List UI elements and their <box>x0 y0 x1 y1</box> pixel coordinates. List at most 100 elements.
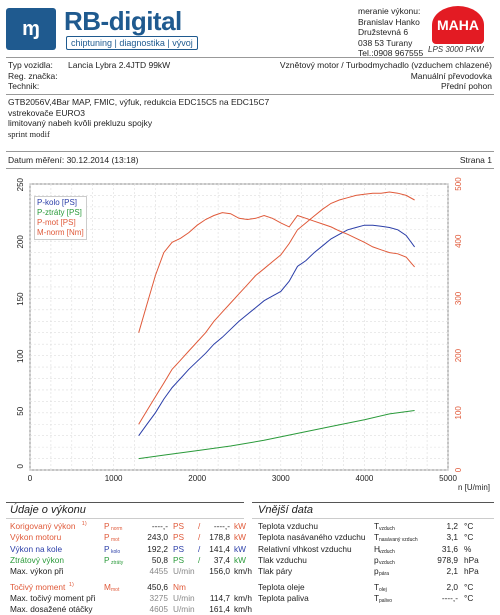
udaje-unit-1: PS <box>173 532 185 543</box>
vnejsi-unit: °C <box>464 521 474 531</box>
vnejsi-symbol-sub: vzduch <box>379 548 395 555</box>
udaje-unit-1: PS <box>173 554 185 565</box>
udaje-value-2: 178,8 <box>209 532 230 543</box>
udaje-symbol-sub: ztráty <box>111 559 124 566</box>
vnejsi-symbol-sub: olej <box>379 586 387 593</box>
meas-label: meranie výkonu: <box>358 6 421 16</box>
udaje-sup: 1) <box>81 521 87 527</box>
udaje-unit-1: U/min <box>173 566 195 577</box>
maha-logo-icon: MAHA <box>432 6 484 44</box>
udaje-symbol: M <box>104 581 111 592</box>
udaje-separator: / <box>198 554 201 565</box>
vnejsi-unit: °C <box>464 532 474 543</box>
vnejsi-title: Vnější data <box>258 504 314 516</box>
brand-name: RB-digital <box>64 6 182 36</box>
y-left-tick-label: 50 <box>16 406 25 415</box>
series-line-2 <box>138 191 415 425</box>
udaje-label: Výkon na kole <box>10 543 63 554</box>
drive-type: Přední pohon <box>440 81 492 91</box>
vnejsi-symbol: T <box>374 521 380 531</box>
udaje-value-2: 37,4 <box>213 554 230 565</box>
udaje-value-1: 3275 <box>149 592 168 603</box>
divider <box>6 57 494 58</box>
vnejsi-row: Tlak páry p pára 2,1 hPa <box>258 566 494 577</box>
y-right-tick-label: 0 <box>454 467 463 472</box>
vnejsi-value: ----,- <box>441 592 458 603</box>
legend-entry: P-kolo [PS] <box>37 198 78 207</box>
udaje-unit-1: U/min <box>173 592 195 603</box>
udaje-value-2: 156,0 <box>209 566 230 577</box>
udaje-label: Max. dosažené otáčky <box>10 604 93 615</box>
udaje-unit-2: kW <box>234 554 246 565</box>
rb-digital-logo-icon: ɱ <box>6 8 56 50</box>
vnejsi-symbol: T <box>374 581 380 592</box>
y-right-tick-label: 100 <box>454 406 463 420</box>
page-number: Strana 1 <box>459 155 492 165</box>
udaje-row: Max. dosažené otáčky 4605 U/min 161,4 km/h <box>10 604 252 615</box>
vnejsi-value: 2,1 <box>446 566 458 577</box>
vnejsi-unit: °C <box>464 581 474 592</box>
y-right-tick-label: 200 <box>454 348 463 362</box>
vnejsi-symbol-sub: nasávaný vzduch <box>379 537 418 544</box>
udaje-symbol: P <box>104 532 110 543</box>
udaje-unit-2: kW <box>234 521 246 531</box>
vnejsi-label: Teplota vzduchu <box>258 521 318 531</box>
udaje-value-2: 161,4 <box>209 604 230 615</box>
x-tick-label: 3000 <box>272 474 290 483</box>
vnejsi-symbol-sub: pára <box>379 571 390 578</box>
vnejsi-symbol-sub: palivo <box>379 597 393 604</box>
y-left-tick-label: 100 <box>16 349 25 363</box>
tech-label: Technik: <box>8 81 40 91</box>
meas-line: 038 53 Turany <box>358 37 413 48</box>
udaje-label: Výkon motoru <box>10 532 62 543</box>
lps-label: LPS 3000 PKW <box>428 45 484 54</box>
y-left-tick-label: 150 <box>16 292 25 306</box>
section-rule <box>252 518 494 519</box>
x-axis-label: n [U/min] <box>458 483 490 492</box>
vnejsi-label: Tlak páry <box>258 566 293 577</box>
vehicle-type-value: Lancia Lybra 2.4JTD 99kW <box>68 60 171 70</box>
vnejsi-row: Tlak vzduchu p vzduch 978,9 hPa <box>258 555 494 566</box>
note-line: sprint modif <box>8 128 50 139</box>
vehicle-labels: Typ vozidla: Reg. značka: Technik: <box>8 60 58 92</box>
power-torque-chart: 0 1000 2000 3000 4000 5000 0 50 100 150 200 250 0 100… <box>16 177 490 492</box>
vnejsi-value: 3,1 <box>446 532 458 543</box>
x-tick-label: 2000 <box>188 474 206 483</box>
udaje-value-1: 243,0 <box>147 532 168 543</box>
series-line-1 <box>138 410 415 460</box>
vnejsi-label: Teplota oleje <box>258 581 305 592</box>
y-left-tick-label: 250 <box>16 177 25 191</box>
udaje-title: Údaje o výkonu <box>10 504 86 516</box>
chart-legend: P-kolo [PS] P-ztráty [PS] P-mot [PS] M-n… <box>34 196 87 240</box>
vnejsi-value: 1,2 <box>446 521 458 531</box>
vnejsi-unit: % <box>464 543 472 554</box>
legend-entry: P-ztráty [PS] <box>37 208 82 217</box>
udaje-row: Max. výkon při 4455 U/min 156,0 km/h <box>10 566 252 577</box>
vnejsi-label: Teplota nasávaného vzduchu <box>258 532 366 543</box>
vnejsi-unit: hPa <box>464 554 479 565</box>
udaje-label: Korigovaný výkon <box>10 521 76 531</box>
type-label: Typ vozidla: <box>8 60 53 70</box>
udaje-unit-1: PS <box>173 543 185 554</box>
udaje-symbol-sub: mot <box>111 537 120 544</box>
udaje-unit-2: km/h <box>234 592 252 603</box>
udaje-label: Ztrátový výkon <box>10 554 64 565</box>
udaje-label: Točivý moment <box>10 581 66 592</box>
y-right-tick-label: 500 <box>454 177 463 191</box>
x-tick-label: 0 <box>28 474 33 483</box>
section-rule <box>6 518 244 519</box>
udaje-symbol-sub: mot <box>111 586 120 593</box>
udaje-value-1: 192,2 <box>147 543 168 554</box>
section-rule <box>6 502 244 503</box>
plot-frame <box>29 183 449 471</box>
udaje-value-2: 114,7 <box>209 592 230 603</box>
y-left-tick-label: 0 <box>16 463 25 468</box>
vnejsi-value: 31,6 <box>441 543 458 554</box>
udaje-unit-1: PS <box>173 521 185 531</box>
x-tick-label: 5000 <box>439 474 457 483</box>
udaje-value-1: 450,6 <box>147 581 168 592</box>
